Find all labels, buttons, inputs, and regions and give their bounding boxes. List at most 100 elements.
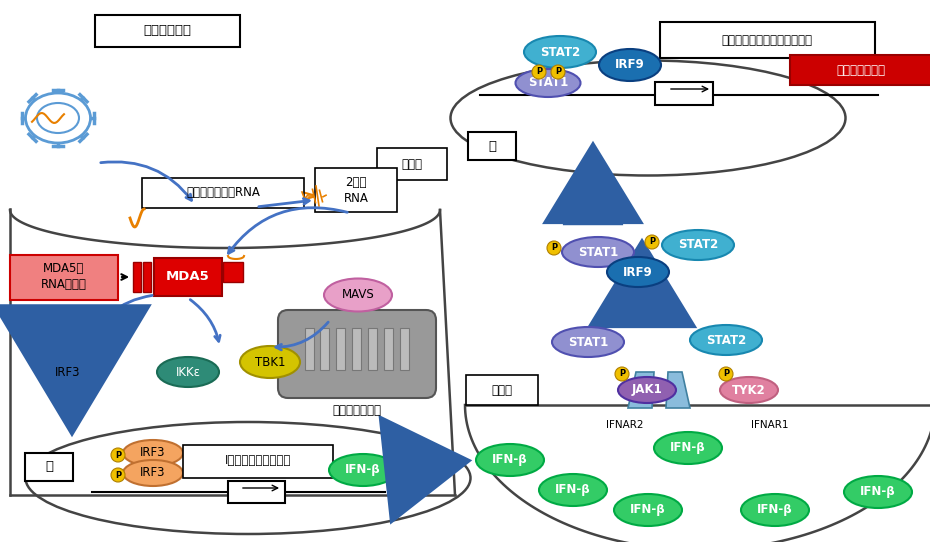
- Text: P: P: [115, 470, 121, 480]
- Ellipse shape: [37, 103, 79, 133]
- Text: P: P: [551, 243, 557, 253]
- Ellipse shape: [476, 444, 544, 476]
- Text: IFN-β: IFN-β: [757, 504, 792, 517]
- Ellipse shape: [539, 474, 607, 506]
- FancyBboxPatch shape: [468, 132, 516, 160]
- Text: 風疹ウイルス: 風疹ウイルス: [143, 24, 191, 37]
- Circle shape: [532, 65, 546, 79]
- Polygon shape: [628, 372, 654, 408]
- Text: MAVS: MAVS: [341, 288, 375, 301]
- Ellipse shape: [654, 432, 722, 464]
- Ellipse shape: [844, 476, 912, 508]
- Ellipse shape: [329, 454, 397, 486]
- Text: P: P: [555, 68, 561, 76]
- Text: P: P: [649, 237, 655, 247]
- Text: 核: 核: [45, 461, 53, 474]
- FancyBboxPatch shape: [336, 328, 345, 370]
- FancyBboxPatch shape: [368, 328, 377, 370]
- Circle shape: [111, 468, 125, 482]
- FancyBboxPatch shape: [95, 15, 240, 47]
- Text: STAT1: STAT1: [578, 246, 618, 259]
- FancyBboxPatch shape: [223, 262, 243, 282]
- Ellipse shape: [515, 69, 580, 97]
- FancyBboxPatch shape: [384, 328, 393, 370]
- Ellipse shape: [607, 257, 669, 287]
- FancyBboxPatch shape: [25, 453, 73, 481]
- FancyBboxPatch shape: [278, 310, 436, 398]
- Text: 細胞膜: 細胞膜: [491, 384, 512, 397]
- Ellipse shape: [690, 325, 762, 355]
- FancyBboxPatch shape: [660, 22, 875, 58]
- Text: ミトコンドリア: ミトコンドリア: [333, 403, 381, 416]
- Circle shape: [615, 367, 629, 381]
- Ellipse shape: [720, 377, 778, 403]
- Text: IFN-β: IFN-β: [860, 486, 896, 499]
- Text: MDA5: MDA5: [166, 270, 210, 283]
- FancyBboxPatch shape: [377, 148, 447, 180]
- Circle shape: [551, 65, 565, 79]
- Text: IFNAR2: IFNAR2: [606, 420, 644, 430]
- Text: IRF3: IRF3: [140, 467, 166, 480]
- Text: P: P: [115, 450, 121, 460]
- Text: IFN-β: IFN-β: [492, 454, 528, 467]
- FancyBboxPatch shape: [154, 258, 222, 296]
- Text: MDA5が: MDA5が: [44, 261, 85, 274]
- FancyBboxPatch shape: [142, 178, 304, 208]
- Text: IRF3: IRF3: [55, 365, 81, 378]
- Ellipse shape: [240, 346, 300, 378]
- Text: IFN-β: IFN-β: [631, 504, 666, 517]
- Text: ウイルスゲノムRNA: ウイルスゲノムRNA: [186, 186, 260, 199]
- FancyBboxPatch shape: [305, 328, 314, 370]
- Text: P: P: [723, 370, 729, 378]
- Ellipse shape: [614, 494, 682, 526]
- FancyBboxPatch shape: [183, 445, 333, 478]
- Text: STAT1: STAT1: [568, 335, 608, 349]
- Ellipse shape: [618, 377, 676, 403]
- Text: JAK1: JAK1: [631, 384, 662, 397]
- Ellipse shape: [741, 494, 809, 526]
- Text: STAT2: STAT2: [678, 238, 718, 251]
- FancyBboxPatch shape: [400, 328, 409, 370]
- Text: 核: 核: [488, 139, 496, 152]
- Polygon shape: [666, 372, 690, 408]
- FancyBboxPatch shape: [133, 262, 141, 292]
- Text: IFNAR1: IFNAR1: [751, 420, 789, 430]
- Text: STAT1: STAT1: [528, 76, 568, 89]
- Text: IRF9: IRF9: [615, 59, 644, 72]
- FancyBboxPatch shape: [655, 82, 713, 105]
- Circle shape: [719, 367, 733, 381]
- Text: IFN-β: IFN-β: [345, 463, 380, 476]
- Ellipse shape: [37, 357, 99, 387]
- Ellipse shape: [157, 357, 219, 387]
- Text: IKKε: IKKε: [176, 365, 201, 378]
- FancyBboxPatch shape: [320, 328, 329, 370]
- Text: P: P: [619, 370, 625, 378]
- Text: IFN-β: IFN-β: [671, 442, 706, 455]
- FancyBboxPatch shape: [315, 168, 397, 212]
- FancyBboxPatch shape: [352, 328, 361, 370]
- Ellipse shape: [599, 49, 661, 81]
- Text: 抗ウイルス応答: 抗ウイルス応答: [836, 63, 885, 76]
- Circle shape: [547, 241, 561, 255]
- Ellipse shape: [25, 93, 90, 143]
- FancyBboxPatch shape: [228, 481, 285, 503]
- Circle shape: [111, 448, 125, 462]
- Text: RNAを感知: RNAを感知: [41, 279, 86, 292]
- Text: インターフェロン誘導遺伝子: インターフェロン誘導遺伝子: [722, 34, 813, 47]
- FancyBboxPatch shape: [790, 55, 930, 85]
- Ellipse shape: [662, 230, 734, 260]
- FancyBboxPatch shape: [143, 262, 151, 292]
- Text: TYK2: TYK2: [732, 384, 766, 397]
- Circle shape: [645, 235, 659, 249]
- FancyBboxPatch shape: [466, 375, 538, 405]
- Ellipse shape: [123, 460, 183, 486]
- Ellipse shape: [524, 36, 596, 68]
- Text: RNA: RNA: [343, 191, 368, 204]
- Text: P: P: [536, 68, 542, 76]
- Text: IRF9: IRF9: [623, 266, 653, 279]
- Text: I型インターフェロン: I型インターフェロン: [225, 455, 291, 468]
- Text: IRF3: IRF3: [140, 447, 166, 460]
- Text: TBK1: TBK1: [255, 356, 286, 369]
- Ellipse shape: [324, 279, 392, 312]
- Ellipse shape: [552, 327, 624, 357]
